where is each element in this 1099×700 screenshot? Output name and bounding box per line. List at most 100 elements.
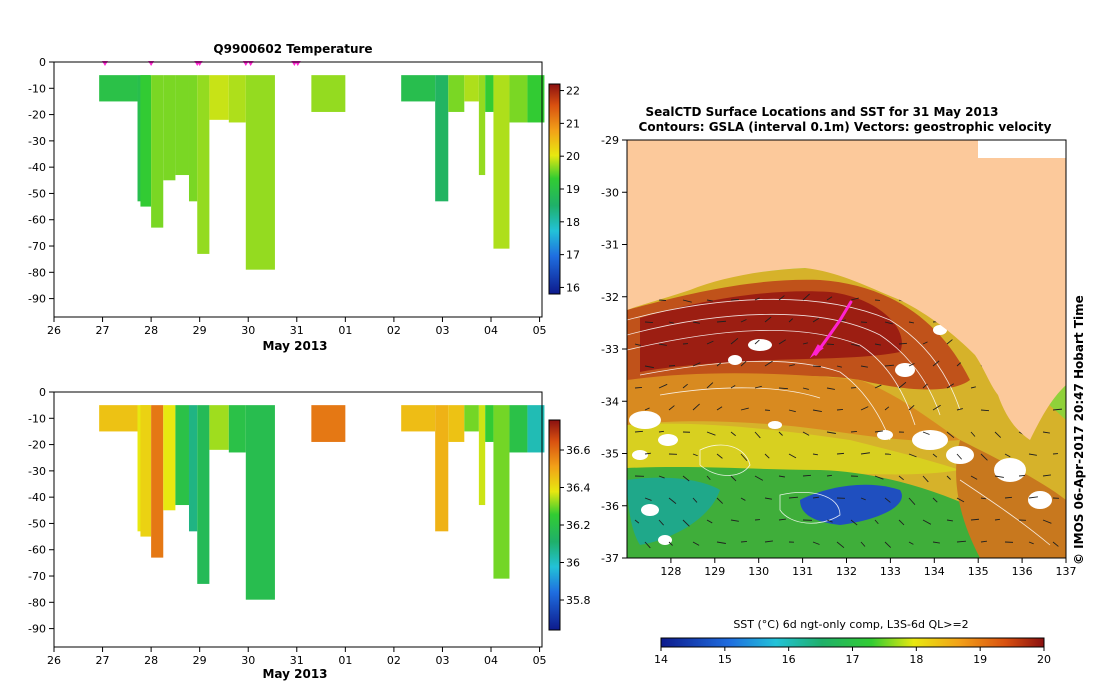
map-colorbar-tick-label: 17	[846, 653, 860, 666]
velocity-vector	[706, 382, 714, 389]
profile-cell	[245, 405, 275, 600]
map-x-tick-label: 135	[968, 565, 989, 578]
velocity-vector	[922, 431, 930, 435]
y-tick-label: -30	[28, 135, 46, 148]
x-tick-label: 27	[96, 324, 110, 337]
map-y-tick-label: -35	[601, 448, 619, 461]
velocity-vector	[682, 475, 690, 482]
x-tick-label: 02	[387, 654, 401, 667]
velocity-vector	[764, 360, 773, 367]
sst-map-panel: SealCTD Surface Locations and SST for 31…	[601, 105, 1086, 666]
profile-cell	[435, 75, 449, 202]
profile-cell	[245, 75, 275, 270]
temperature-colorbar-ticks: 16 17 18 19 20 21 22	[560, 85, 580, 294]
velocity-vector	[668, 405, 675, 411]
sst-teal-patch	[627, 477, 720, 545]
map-y-tick-label: -33	[601, 343, 619, 356]
map-y-tick-label: -37	[601, 552, 619, 565]
y-tick-label: -40	[28, 161, 46, 174]
map-y-tick-label: -29	[601, 134, 619, 147]
land-australia	[627, 140, 1066, 440]
map-y-axis: -29 -30 -31 -32 -33 -34 -35 -36 -37	[601, 134, 627, 565]
x-tick-label: 01	[338, 324, 352, 337]
velocity-vector	[788, 453, 797, 459]
x-tick-label: 02	[387, 324, 401, 337]
velocity-vector	[668, 497, 677, 504]
velocity-vector	[812, 317, 820, 323]
profile-cell	[163, 75, 176, 181]
map-area	[627, 140, 1066, 558]
velocity-vector	[908, 321, 915, 324]
map-colorbar-tick-label: 16	[782, 653, 796, 666]
velocity-vector	[658, 519, 664, 526]
y-tick-label: -90	[28, 293, 46, 306]
velocity-vector	[692, 362, 701, 367]
sst-east-warm	[956, 440, 1066, 558]
velocity-vector	[980, 540, 988, 543]
profile-cell	[527, 75, 545, 123]
seal-track-arrow	[809, 344, 824, 359]
velocity-vector	[932, 497, 938, 503]
imos-credit: © IMOS 06-Apr-2017 20:47 Hobart Time	[1072, 295, 1086, 565]
velocity-vector	[812, 541, 820, 545]
profile-cell	[493, 405, 510, 579]
velocity-vector	[956, 497, 965, 503]
y-tick-label: -80	[28, 596, 46, 609]
velocity-vector	[956, 540, 967, 543]
velocity-vector	[932, 453, 938, 458]
salinity-colorbar	[548, 419, 561, 631]
velocity-vector	[826, 387, 835, 390]
velocity-vector	[836, 365, 842, 368]
velocity-vector	[634, 343, 641, 346]
velocity-vector	[980, 497, 987, 500]
profile-cell	[464, 75, 479, 102]
gsla-contours	[627, 298, 1051, 546]
velocity-vector	[802, 342, 808, 345]
velocity-vector	[884, 541, 892, 548]
velocity-vector	[884, 364, 895, 367]
velocity-vector	[658, 299, 667, 301]
velocity-vector	[884, 497, 891, 503]
x-tick-label: 26	[47, 324, 61, 337]
velocity-vector	[970, 431, 976, 437]
profile-cell	[401, 75, 436, 102]
colorbar-tick-label: 36.2	[566, 519, 591, 532]
colorbar-tick-label: 36	[566, 557, 580, 570]
map-colorbar-tick-label: 18	[909, 653, 923, 666]
velocity-vector	[764, 453, 770, 459]
y-tick-label: -30	[28, 465, 46, 478]
velocity-vector	[668, 321, 674, 324]
x-tick-label: 29	[193, 324, 207, 337]
y-tick-label: -60	[28, 214, 46, 227]
map-x-tick-label: 137	[1056, 565, 1077, 578]
colorbar-tick-label: 35.8	[566, 594, 591, 607]
map-colorbar-tick-label: 20	[1037, 653, 1051, 666]
map-title-line1: SealCTD Surface Locations and SST for 31…	[645, 105, 998, 119]
x-tick-label: 28	[144, 654, 158, 667]
velocity-vector	[634, 430, 644, 433]
y-tick-label: -70	[28, 240, 46, 253]
map-x-tick-label: 133	[880, 565, 901, 578]
velocity-vector	[644, 541, 651, 549]
velocity-vector	[970, 386, 976, 389]
velocity-vector	[730, 298, 740, 301]
colorbar-tick-label: 18	[566, 216, 580, 229]
velocity-vector	[946, 339, 953, 345]
velocity-vector	[788, 318, 793, 323]
profile-cell	[140, 75, 152, 207]
velocity-vector	[754, 297, 760, 301]
velocity-vector	[682, 383, 688, 389]
colorbar-tick-label: 17	[566, 249, 580, 262]
velocity-vector	[740, 453, 748, 462]
profile-cell	[209, 75, 229, 120]
velocity-vector	[812, 496, 820, 499]
velocity-vector	[778, 295, 785, 301]
velocity-vector	[730, 384, 736, 389]
profile-cell	[188, 405, 198, 532]
x-tick-label: 03	[435, 654, 449, 667]
velocity-vector	[826, 296, 833, 301]
profile-cell	[151, 75, 164, 228]
profile-cell	[311, 405, 346, 442]
velocity-vector	[754, 431, 761, 439]
